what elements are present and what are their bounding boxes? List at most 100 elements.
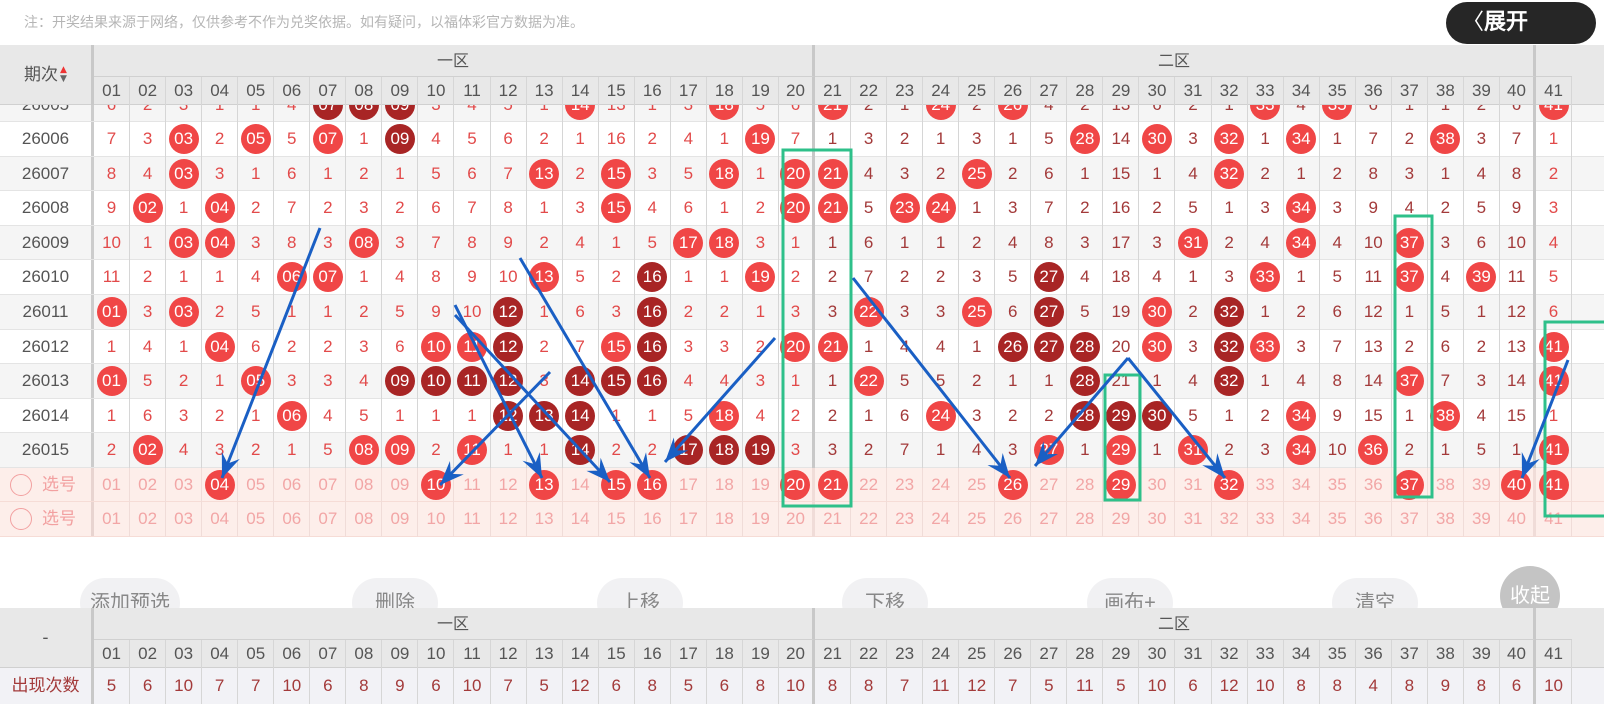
pick-cell-19[interactable]: 19 [743,467,779,503]
pick-cell-07[interactable]: 07 [310,467,347,503]
pick-number[interactable]: 18 [714,509,734,529]
pick-number[interactable]: 15 [606,509,626,529]
pick-cell-37[interactable]: 37 [1392,502,1428,537]
pick-number[interactable]: 12 [498,509,518,529]
pick-number[interactable]: 28 [1075,474,1095,494]
pick-number[interactable]: 08 [354,474,374,494]
pick-cell-29[interactable]: 29 [1103,502,1140,537]
sort-up-icon[interactable]: ▲ [60,65,67,75]
pick-cell-24[interactable]: 24 [923,502,960,537]
pick-number[interactable]: 16 [642,509,662,529]
picked-ball[interactable]: 29 [1105,469,1136,500]
pick-cell-32[interactable]: 32 [1212,502,1248,537]
pick-cell-33[interactable]: 33 [1248,502,1284,537]
pick-cell-34[interactable]: 34 [1284,467,1320,503]
pick-cell-09[interactable]: 09 [382,502,419,537]
pick-cell-16[interactable]: 16 [635,502,671,537]
select-row-toggle[interactable]: 选号 [10,468,76,502]
pick-cell-36[interactable]: 36 [1356,467,1392,503]
picked-ball[interactable]: 21 [817,469,848,500]
pick-cell-26[interactable]: 26 [995,467,1032,503]
pick-cell-39[interactable]: 39 [1464,467,1500,503]
pick-number[interactable]: 11 [463,474,481,494]
pick-cell-17[interactable]: 17 [671,502,707,537]
pick-cell-21[interactable]: 21 [815,467,852,503]
pick-cell-18[interactable]: 18 [707,467,743,503]
picked-ball[interactable]: 26 [997,469,1028,500]
pick-number[interactable]: 32 [1219,509,1239,529]
picked-ball[interactable]: 13 [529,469,560,500]
pick-cell-37[interactable]: 37 [1392,467,1428,503]
pick-number[interactable]: 13 [534,509,554,529]
pick-cell-31[interactable]: 31 [1176,502,1212,537]
pick-cell-24[interactable]: 24 [923,467,960,503]
pick-cell-17[interactable]: 17 [671,467,707,503]
pick-cell-30[interactable]: 30 [1139,502,1176,537]
pick-number[interactable]: 25 [967,509,987,529]
pick-number[interactable]: 03 [174,474,194,494]
pick-cell-09[interactable]: 09 [382,467,419,503]
pick-number[interactable]: 34 [1291,474,1311,494]
pick-cell-04[interactable]: 04 [202,502,239,537]
pick-cell-27[interactable]: 27 [1031,467,1068,503]
pick-number[interactable]: 02 [138,509,158,529]
pick-cell-31[interactable]: 31 [1176,467,1212,503]
expand-button[interactable]: 〈展开 [1446,2,1596,44]
picked-ball[interactable]: 41 [1538,469,1569,500]
pick-cell-35[interactable]: 35 [1320,467,1356,503]
pick-number[interactable]: 27 [1039,474,1059,494]
pick-number[interactable]: 27 [1039,509,1059,529]
pick-number[interactable]: 11 [463,509,481,529]
pick-number[interactable]: 40 [1507,509,1526,529]
pick-cell-02[interactable]: 02 [130,467,167,503]
pick-number[interactable]: 01 [102,474,121,494]
pick-number[interactable]: 26 [1003,509,1023,529]
pick-number[interactable]: 19 [750,509,770,529]
pick-number[interactable]: 07 [318,509,338,529]
pick-number[interactable]: 22 [859,474,879,494]
radio-circle-icon[interactable] [10,473,32,496]
pick-number[interactable]: 20 [786,509,805,529]
pick-number[interactable]: 09 [390,509,410,529]
pick-cell-26[interactable]: 26 [995,502,1032,537]
pick-cell-15[interactable]: 15 [599,467,635,503]
pick-number[interactable]: 25 [967,474,987,494]
pick-cell-28[interactable]: 28 [1067,502,1104,537]
pick-cell-13[interactable]: 13 [527,467,563,503]
pick-cell-36[interactable]: 36 [1356,502,1392,537]
table-body[interactable]: 2600562311407080934511413131856212124226… [0,105,1604,539]
pick-number[interactable]: 36 [1363,474,1383,494]
pick-cell-21[interactable]: 21 [815,502,852,537]
pick-number[interactable]: 08 [354,509,374,529]
pick-number[interactable]: 24 [931,474,951,494]
pick-cell-01[interactable]: 01 [94,502,131,537]
pick-number[interactable]: 38 [1435,509,1455,529]
pick-cell-23[interactable]: 23 [887,467,924,503]
pick-number[interactable]: 30 [1147,509,1167,529]
pick-cell-03[interactable]: 03 [166,467,203,503]
pick-number[interactable]: 39 [1471,509,1491,529]
pick-cell-12[interactable]: 12 [491,467,527,503]
pick-cell-39[interactable]: 39 [1464,502,1500,537]
pick-number[interactable]: 23 [895,474,915,494]
picked-ball[interactable]: 20 [780,469,811,500]
pick-cell-08[interactable]: 08 [346,502,383,537]
pick-number[interactable]: 36 [1363,509,1383,529]
pick-number[interactable]: 01 [102,509,121,529]
pick-cell-41[interactable]: 41 [1536,467,1573,503]
pick-cell-35[interactable]: 35 [1320,502,1356,537]
pick-number[interactable]: 37 [1399,509,1419,529]
pick-number[interactable]: 22 [859,509,879,529]
pick-cell-14[interactable]: 14 [563,467,599,503]
pick-cell-14[interactable]: 14 [563,502,599,537]
picked-ball[interactable]: 10 [420,469,451,500]
pick-number[interactable]: 33 [1255,474,1275,494]
pick-cell-02[interactable]: 02 [130,502,167,537]
pick-number[interactable]: 14 [570,474,590,494]
pick-cell-33[interactable]: 33 [1248,467,1284,503]
pick-number[interactable]: 19 [750,474,770,494]
picked-ball[interactable]: 32 [1214,469,1245,500]
pick-cell-22[interactable]: 22 [851,502,888,537]
pick-number[interactable]: 31 [1183,474,1203,494]
pick-cell-13[interactable]: 13 [527,502,563,537]
